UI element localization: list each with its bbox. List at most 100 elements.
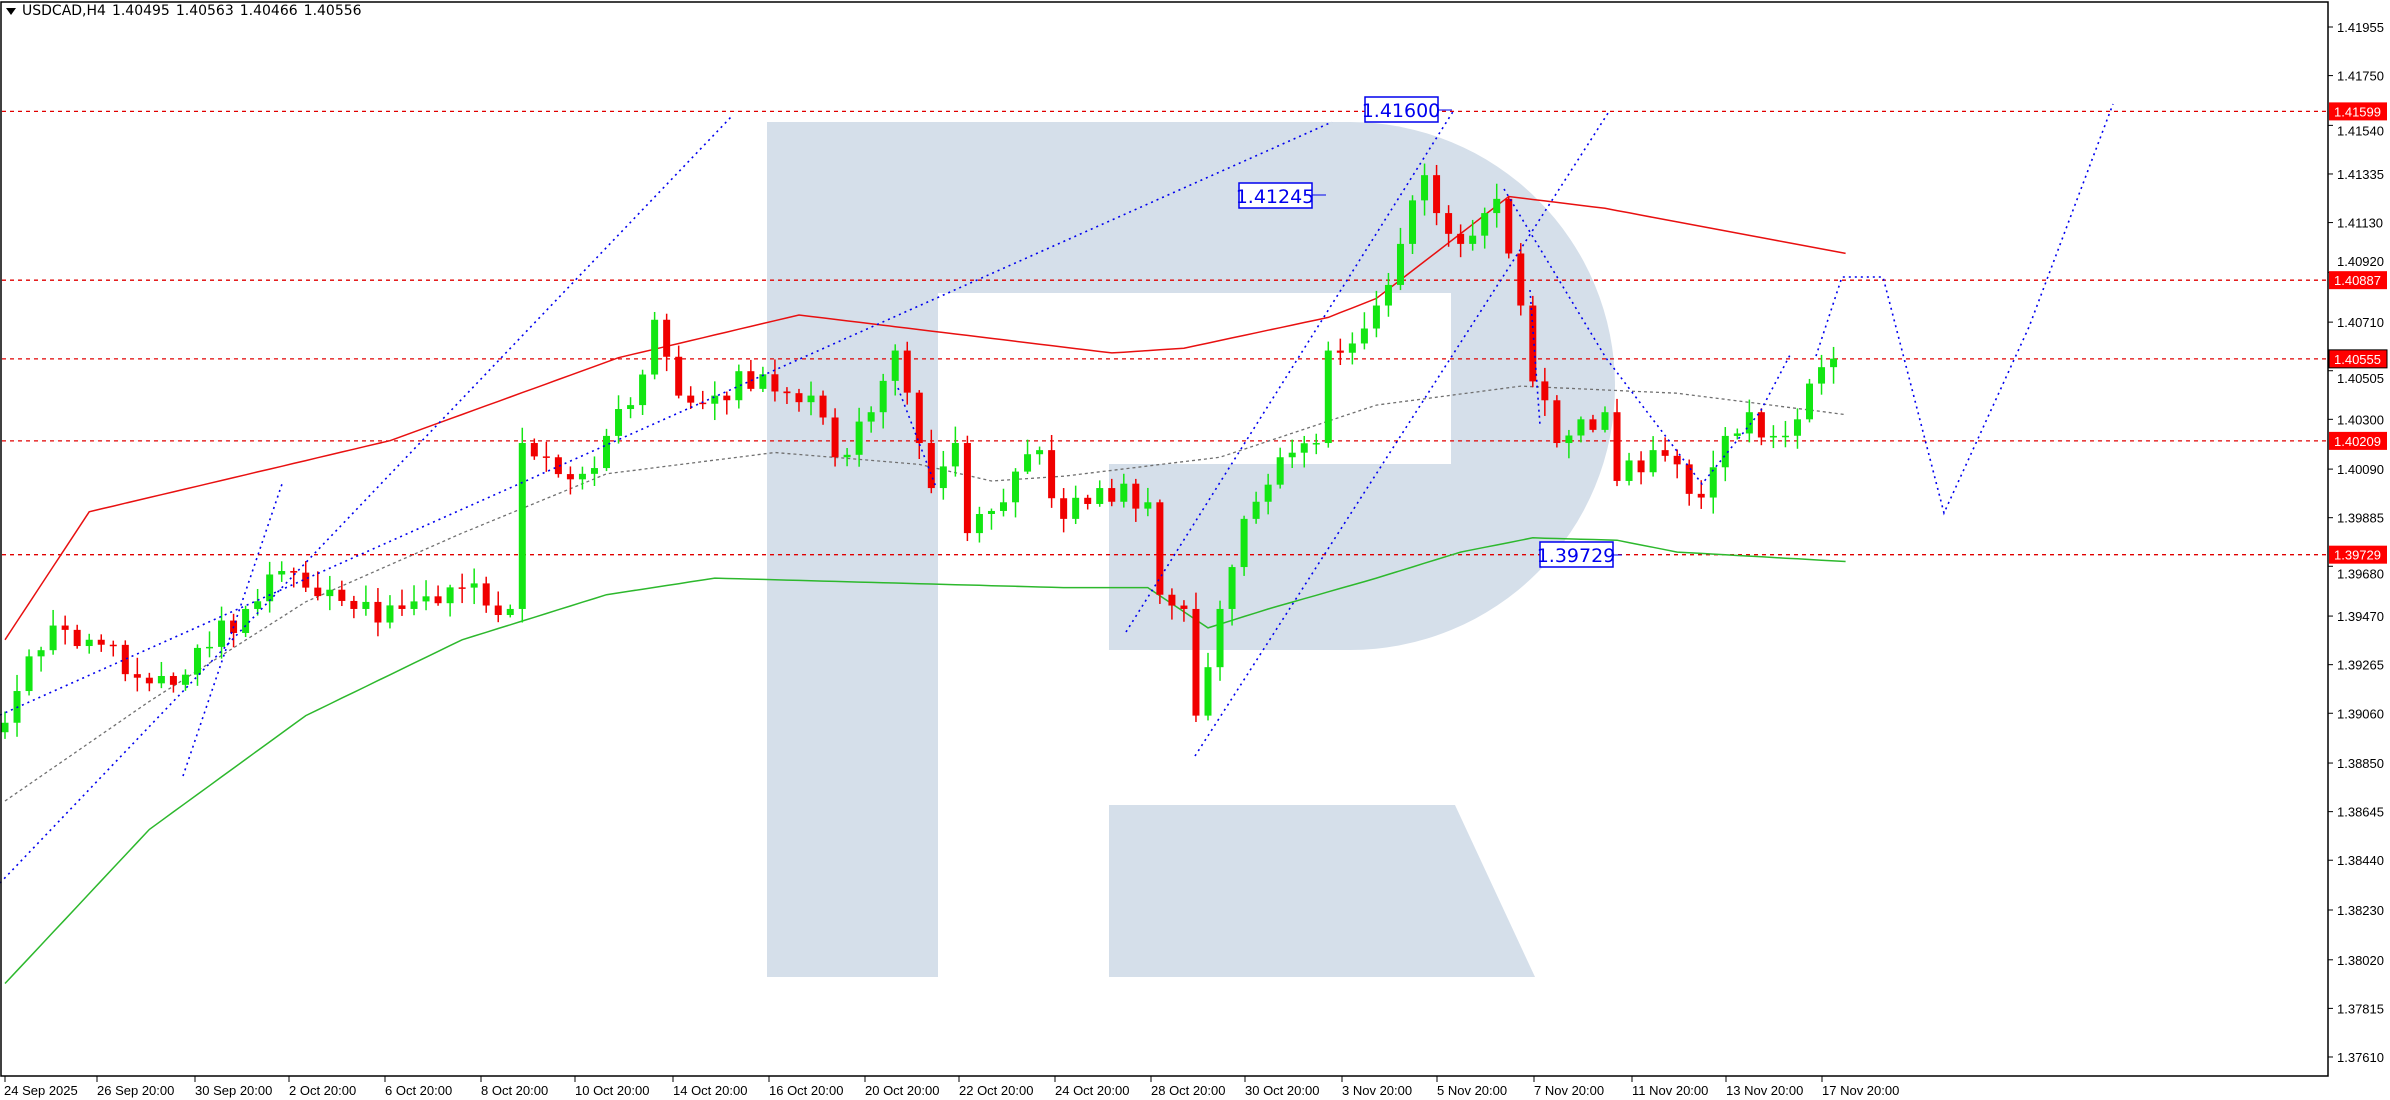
candle-body (73, 629, 81, 647)
candle-body (97, 639, 105, 645)
trendline[interactable] (0, 116, 732, 884)
candle (1336, 338, 1344, 365)
candle (1084, 494, 1092, 510)
time-tick-label: 17 Nov 20:00 (1822, 1083, 1899, 1098)
candle-body (963, 443, 971, 534)
candle-body (903, 350, 911, 393)
candle-body (1312, 443, 1320, 445)
candle-body (1481, 213, 1489, 236)
candle-body (290, 571, 298, 573)
wave-path[interactable] (1503, 188, 1791, 486)
candle-body (1348, 343, 1356, 353)
candle-body (506, 608, 514, 616)
candle-body (1637, 460, 1645, 473)
candle-body (1673, 455, 1681, 465)
candle (1505, 196, 1513, 259)
candle (675, 345, 683, 399)
candle (1048, 434, 1056, 508)
candle-body (1012, 471, 1020, 503)
candle-body (687, 395, 695, 403)
candle (735, 364, 743, 409)
candle (1541, 367, 1549, 416)
candle (542, 441, 550, 472)
candle-body (242, 608, 250, 633)
price-tick-label: 1.41130 (2337, 216, 2383, 231)
candle-body (266, 574, 274, 602)
watermark-logo-cutout-stem (938, 293, 1109, 977)
candle-body (1072, 497, 1080, 519)
candle-body (699, 402, 707, 405)
candle (795, 388, 803, 412)
candle-body (819, 395, 827, 418)
candle (771, 359, 779, 402)
trendline[interactable] (1125, 109, 1455, 633)
price-tick-label: 1.39060 (2337, 706, 2384, 721)
candle-body (326, 589, 334, 597)
candle-body (458, 587, 466, 589)
level-price-label: 1.40555 (2334, 352, 2381, 367)
candle-body (314, 587, 322, 597)
candle (157, 661, 165, 689)
candle-body (109, 644, 117, 647)
candle-body (398, 605, 406, 609)
candle (494, 591, 502, 623)
candle (1625, 452, 1633, 486)
candle-body (891, 350, 899, 381)
candle-body (1240, 518, 1248, 568)
candle-body (1613, 412, 1621, 481)
candle (1433, 164, 1441, 226)
candle-body (530, 443, 538, 457)
candle-body (639, 374, 647, 406)
candle (1577, 416, 1585, 443)
trendline[interactable] (1529, 289, 1541, 426)
candle-body (783, 391, 791, 394)
candle-body (1493, 198, 1501, 214)
ma-gray-line (4, 385, 1846, 802)
price-tick-label: 1.39680 (2337, 567, 2384, 582)
candle-body (121, 644, 129, 675)
watermark-logo-leg (1109, 805, 1535, 977)
candle (1012, 468, 1020, 518)
forecast-lines[interactable] (0, 103, 2114, 884)
candle (242, 605, 250, 638)
candle-body (1806, 383, 1813, 420)
trendline[interactable] (1194, 109, 1611, 757)
candle (1685, 459, 1693, 506)
time-tick-label: 13 Nov 20:00 (1726, 1083, 1803, 1098)
candle-body (470, 583, 478, 588)
annotation-level-mid[interactable]: 1.41245 (1236, 182, 1326, 209)
candle-body (1264, 484, 1272, 502)
annotation-target-low[interactable]: 1.39729 (1537, 541, 1622, 568)
annotation-target-top[interactable]: 1.41600 (1362, 96, 1452, 123)
candle-body (867, 412, 875, 422)
candle (1733, 428, 1741, 440)
candle-body (1156, 502, 1164, 595)
price-axis[interactable]: 1.41955 1.41750 1.41540 1.41335 1.41130 1.409… (2328, 20, 2388, 1065)
candle (1806, 378, 1813, 423)
time-tick-label: 7 Nov 20:00 (1534, 1083, 1604, 1098)
forecast-path[interactable] (1815, 103, 2114, 516)
candle-body (169, 675, 177, 685)
symbol-timeframe: USDCAD,H4 (22, 3, 106, 19)
candle (651, 311, 659, 380)
candle-body (1445, 213, 1453, 234)
candle (230, 613, 238, 648)
candle (121, 640, 129, 682)
candle (615, 395, 623, 444)
price-tick-label: 1.40090 (2337, 462, 2384, 477)
candle (1096, 480, 1104, 507)
time-axis[interactable]: 24 Sep 2025 26 Sep 20:00 30 Sep 20:00 2 Oct… (4, 1076, 1899, 1098)
candle (1276, 447, 1284, 489)
candle-body (1384, 284, 1392, 306)
candle (590, 456, 598, 486)
candle-body (1553, 400, 1561, 444)
candle (927, 429, 935, 494)
candle-body (494, 605, 502, 616)
dropdown-triangle-icon[interactable] (6, 7, 16, 15)
chart-header: USDCAD,H4 1.40495 1.40563 1.40466 1.40556 (6, 3, 368, 19)
candle (711, 381, 719, 421)
low-price: 1.40466 (239, 3, 298, 19)
candle (1818, 354, 1826, 395)
ma-red-line (4, 195, 1846, 641)
